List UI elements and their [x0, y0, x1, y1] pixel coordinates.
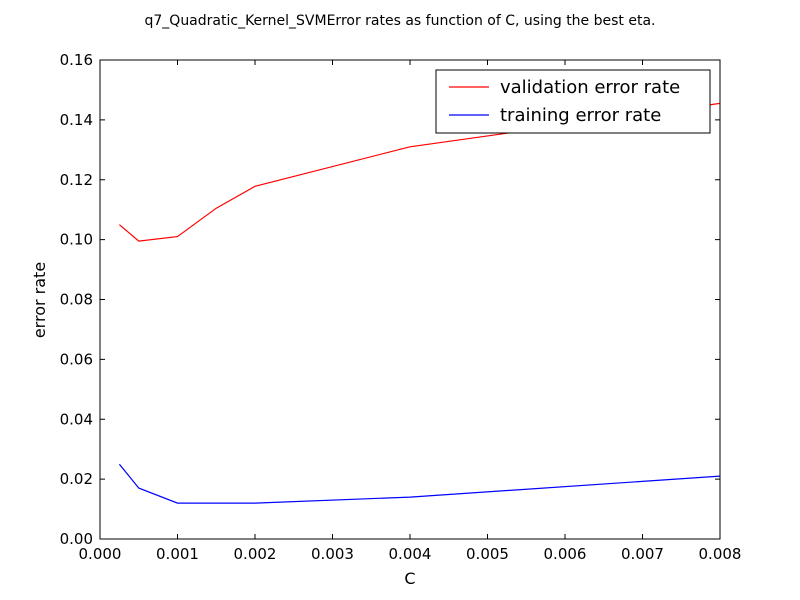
legend-box	[435, 69, 711, 134]
y-tick-label: 0.14	[60, 111, 93, 129]
y-tick-label: 0.10	[60, 231, 93, 249]
x-tick-label: 0.008	[699, 545, 742, 563]
legend: validation error rate training error rate	[435, 69, 711, 134]
x-tick-label: 0.002	[234, 545, 277, 563]
x-axis-label: C	[404, 569, 415, 588]
y-tick-label: 0.16	[60, 51, 93, 69]
y-tick-label: 0.08	[60, 291, 93, 309]
x-tick-label: 0.003	[311, 545, 354, 563]
y-tick-label: 0.04	[60, 410, 93, 428]
x-tick-label: 0.006	[544, 545, 587, 563]
legend-label: training error rate	[500, 105, 661, 126]
x-tick-label: 0.001	[156, 545, 199, 563]
y-tick-label: 0.12	[60, 171, 93, 189]
y-tick-label: 0.06	[60, 350, 93, 368]
y-axis-label: error rate	[30, 262, 49, 338]
x-tick-label: 0.007	[621, 545, 664, 563]
x-tick-label: 0.004	[389, 545, 432, 563]
series-line-validation	[119, 102, 720, 242]
x-tick-label: 0.000	[79, 545, 122, 563]
x-tick-label: 0.005	[466, 545, 509, 563]
legend-label: validation error rate	[500, 77, 680, 98]
y-tick-label: 0.00	[60, 530, 93, 548]
series-line-training	[118, 463, 720, 504]
chart-title: q7_Quadratic_Kernel_SVMError rates as fu…	[145, 13, 656, 29]
y-tick-label: 0.02	[60, 470, 93, 488]
